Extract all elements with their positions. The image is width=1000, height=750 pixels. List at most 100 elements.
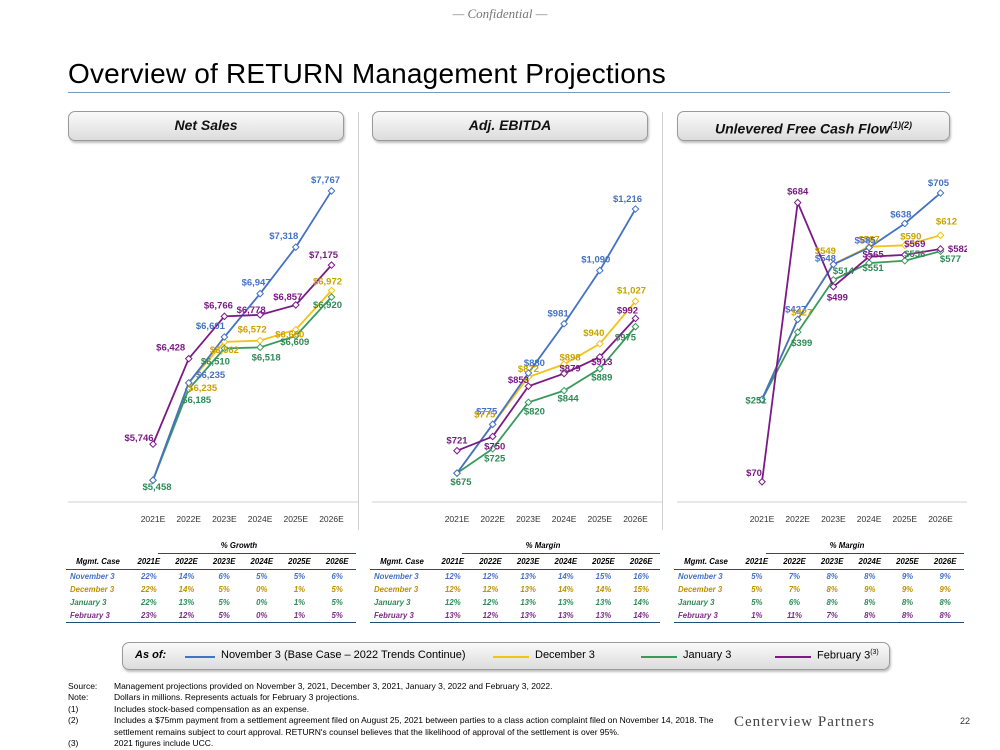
data-label: $569 [904, 239, 925, 250]
data-label: $427 [791, 307, 812, 318]
panel-title-ufcf: Unlevered Free Cash Flow(1)(2) [677, 111, 950, 141]
data-label: $880 [524, 358, 545, 369]
table-cell: 6% [331, 572, 343, 581]
data-point-dec3 [900, 241, 909, 250]
table-column-header: 2026E [622, 554, 660, 570]
data-point-feb3 [488, 432, 497, 441]
table-column-header: 2025E [584, 554, 623, 570]
table-cell: 13% [584, 609, 623, 623]
data-point-feb3 [291, 301, 300, 309]
table-cell: 7% [788, 585, 801, 594]
data-point-jan3 [488, 444, 497, 453]
footnote-row: (2) Includes a $75mm payment from a settl… [68, 715, 728, 738]
table-column-header: 2025E [888, 554, 927, 570]
data-label: $5,746 [124, 433, 153, 444]
table-cell: 8% [864, 598, 876, 607]
data-label: $551 [863, 263, 885, 274]
table-row: February 3 13% 12% 13% 13% 13% 14% [370, 609, 660, 623]
panel-title-text: Net Sales [174, 117, 238, 133]
table-cell: January 3 [70, 598, 107, 607]
series-line-dec3 [761, 234, 941, 400]
series-line-nov3 [456, 208, 637, 474]
table-cell: 0% [256, 585, 268, 594]
series-line-feb3 [152, 264, 333, 445]
table-cell: 8% [926, 609, 964, 623]
table-column-header: Mgmt. Case [370, 554, 434, 570]
x-tick-label: 2022E [785, 514, 810, 524]
x-tick-label: 2021E [750, 514, 775, 524]
data-label: $7,767 [311, 175, 340, 186]
data-label: $879 [560, 364, 581, 375]
table-title-rule [766, 553, 964, 554]
x-tick-label: 2026E [319, 514, 344, 524]
table-cell: February 3 [66, 609, 130, 623]
data-label: $587 [859, 235, 880, 246]
legend-swatch-jan3 [641, 656, 677, 658]
table-cell: 12% [445, 598, 461, 607]
table-cell: 8% [888, 609, 927, 623]
table-cell: 8% [826, 598, 838, 607]
table-cell: 12% [445, 585, 461, 594]
data-point-nov3 [256, 289, 265, 298]
table-row: December 3 12% 12% 13% 14% 14% 15% [370, 583, 660, 596]
data-label: $913 [591, 357, 612, 368]
data-label: $549 [815, 246, 836, 257]
data-label: $6,857 [273, 292, 302, 303]
ebitda-margin-table: % Margin Mgmt. Case 2021E 2022E 2023E 2024E 20… [370, 541, 660, 623]
table-row: January 3 12% 12% 13% 13% 13% 14% [370, 596, 660, 609]
table-cell: February 3 [674, 609, 738, 623]
data-label: $992 [617, 305, 638, 316]
legend-item-nov3: November 3 (Base Case – 2022 Trends Cont… [221, 649, 466, 661]
data-label: $1,027 [617, 285, 646, 296]
x-tick-label: 2026E [928, 514, 953, 524]
page-title: Overview of RETURN Management Projection… [68, 58, 666, 89]
data-point-nov3 [453, 469, 461, 478]
table-cell: 14% [178, 572, 195, 581]
data-point-nov3 [488, 420, 497, 429]
legend-swatch-feb3 [775, 656, 811, 658]
data-point-dec3 [631, 297, 640, 306]
data-point-jan3 [327, 293, 336, 301]
data-point-feb3 [829, 282, 838, 291]
data-point-nov3 [829, 260, 838, 269]
table-row: February 3 1% 11% 7% 8% 8% 8% [674, 609, 964, 623]
data-point-dec3 [560, 360, 569, 369]
footnote-label: Source: [68, 681, 98, 691]
table-cell: November 3 [70, 572, 115, 581]
data-point-feb3 [758, 477, 766, 486]
data-point-feb3 [793, 198, 802, 207]
data-label: $251 [745, 395, 767, 406]
table-column-header: 2024E [850, 554, 889, 570]
data-label: $853 [508, 375, 529, 386]
data-point-dec3 [936, 231, 945, 240]
table-cell: 1% [293, 598, 306, 607]
table-cell: 8% [826, 585, 838, 594]
table-column-header: 2021E [738, 554, 776, 570]
table-cell: 9% [901, 572, 914, 581]
data-point-nov3 [149, 476, 157, 485]
data-label: $7,175 [309, 250, 339, 261]
centerview-logo: Centerview Partners [734, 714, 876, 730]
data-point-jan3 [256, 343, 265, 352]
table-cell: 13% [520, 598, 536, 607]
table-cell: 6% [788, 598, 801, 607]
x-tick-label: 2023E [821, 514, 846, 524]
data-point-feb3 [900, 250, 909, 259]
x-tick-label: 2021E [445, 514, 470, 524]
table-cell: 5% [318, 609, 356, 623]
panel-divider [358, 112, 359, 530]
data-label: $6,947 [242, 278, 271, 289]
table-cell: 16% [633, 572, 649, 581]
x-tick-label: 2022E [480, 514, 505, 524]
table-cell: 5% [331, 598, 343, 607]
data-point-feb3 [327, 261, 336, 270]
table-cell: February 3 [370, 609, 434, 623]
x-tick-label: 2026E [623, 514, 648, 524]
data-point-nov3 [524, 369, 533, 377]
table-cell: 14% [557, 572, 574, 581]
table-column-header: Mgmt. Case [674, 554, 738, 570]
table-header-row: Mgmt. Case 2021E 2022E 2023E 2024E 2025E 2026E [674, 554, 964, 570]
table-cell: 5% [751, 572, 763, 581]
data-label: $684 [787, 187, 809, 198]
table-cell: December 3 [678, 585, 723, 594]
